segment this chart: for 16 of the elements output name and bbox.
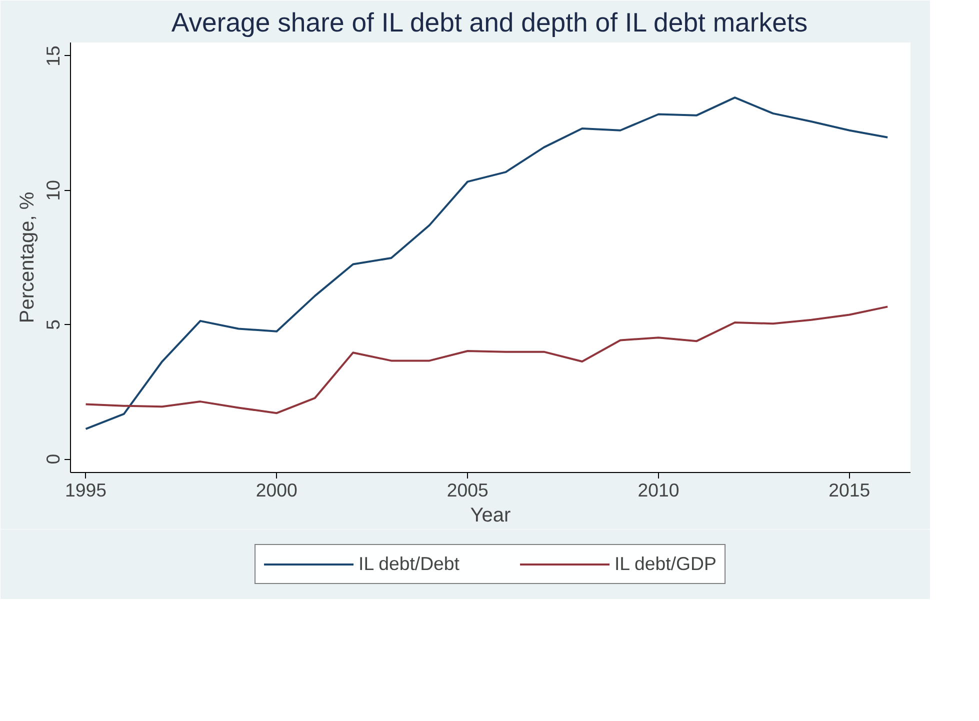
line-series — [84, 96, 889, 430]
y-tick-label: 15 — [42, 46, 64, 66]
chart-title: Average share of IL debt and depth of IL debt markets — [171, 8, 808, 38]
legend-label: IL debt/Debt — [358, 553, 460, 575]
line-series — [84, 306, 889, 414]
y-tick-label: 5 — [42, 319, 64, 330]
x-tick-label: 2000 — [256, 480, 298, 500]
y-axis-title: Percentage, % — [16, 192, 38, 324]
x-tick-label: 2005 — [446, 480, 488, 500]
x-tick-label: 2015 — [828, 480, 870, 500]
x-axis-title: Year — [470, 504, 512, 526]
y-tick-label: 10 — [42, 180, 64, 201]
legend-label: IL debt/GDP — [614, 553, 716, 575]
y-tick-label: 0 — [42, 454, 64, 464]
x-tick-label: 1995 — [65, 480, 107, 500]
x-tick-label: 2010 — [638, 480, 680, 500]
